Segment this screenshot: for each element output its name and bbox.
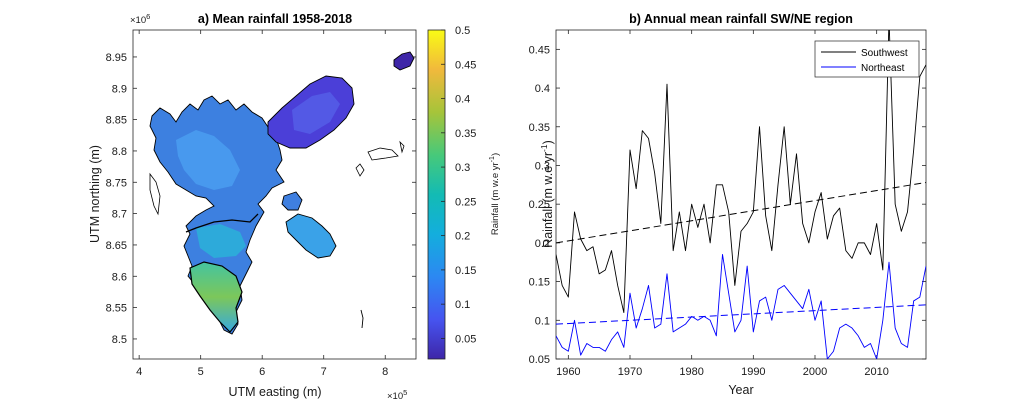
spitsbergen-interior-patch bbox=[176, 130, 240, 190]
map-x-tick-label: 4 bbox=[136, 366, 142, 378]
map-y-label: UTM northing (m) bbox=[88, 145, 102, 243]
legend-label-southwest: Southwest bbox=[861, 48, 908, 59]
line-y-tick-label: 0.35 bbox=[529, 122, 550, 134]
hopen-outline bbox=[360, 309, 364, 329]
northeast-region-boundary bbox=[185, 213, 259, 233]
map-y-tick-label: 8.7 bbox=[112, 209, 127, 221]
kong-karls-land-outline bbox=[399, 140, 405, 154]
colorbar-label: Rainfall (m w.e yr-1) bbox=[489, 153, 501, 235]
line-axes-box bbox=[555, 29, 927, 360]
line-y-tick-label: 0.05 bbox=[529, 354, 550, 366]
line-x-tick-label: 1970 bbox=[618, 366, 642, 378]
colorbar-tick-label: 0.15 bbox=[455, 265, 476, 277]
kvitoya-rainfall bbox=[393, 51, 415, 71]
line-y-label: Rainfall (m w.e yr-1) bbox=[539, 140, 555, 248]
colorbar bbox=[427, 29, 446, 360]
map-x-tick-label: 5 bbox=[198, 366, 204, 378]
colorbar-tick-label: 0.1 bbox=[455, 299, 470, 311]
map-ticks: 4 5 6 7 8 8.5 8.55 8.6 8.65 8.7 8.75 8.8 8.85 8.9 8.95 bbox=[106, 30, 416, 378]
nordaustlandet-interior-patch bbox=[292, 92, 340, 134]
trendline-northeast bbox=[556, 304, 926, 325]
line-x-tick-label: 1980 bbox=[679, 366, 703, 378]
southwest-high-rainfall bbox=[189, 261, 243, 333]
barentsoya-rainfall bbox=[281, 191, 303, 211]
map-panel: 4 5 6 7 8 8.5 8.55 8.6 8.65 8.7 8.75 8.8 8.85 8.9 8.95… bbox=[88, 12, 501, 402]
map-y-tick-label: 8.55 bbox=[106, 303, 127, 315]
line-y-tick-label: 0.4 bbox=[535, 83, 550, 95]
line-x-label: Year bbox=[728, 383, 753, 397]
map-x-tick-label: 8 bbox=[382, 366, 388, 378]
colorbar-tick-label: 0.45 bbox=[455, 59, 476, 71]
edgeoya-rainfall bbox=[285, 213, 337, 259]
series-line-southwest bbox=[556, 30, 926, 313]
line-x-tick-label: 2010 bbox=[864, 366, 888, 378]
map-y-tick-label: 8.5 bbox=[112, 334, 127, 346]
line-x-tick-label: 1990 bbox=[741, 366, 765, 378]
map-y-tick-label: 8.9 bbox=[112, 83, 127, 95]
line-panel: 1960 1970 1980 1990 2000 2010 0.05 0.1 0.15 0.2 0.… bbox=[529, 12, 927, 397]
legend-box bbox=[814, 40, 920, 78]
legend: Southwest Northeast bbox=[814, 40, 920, 78]
map-y-tick-label: 8.6 bbox=[112, 271, 127, 283]
line-ticks: 1960 1970 1980 1990 2000 2010 0.05 0.1 0.15 0.2 0.… bbox=[529, 30, 926, 378]
line-y-tick-label: 0.1 bbox=[535, 315, 550, 327]
map-rainfall-field bbox=[149, 51, 415, 335]
line-y-tick-label: 0.15 bbox=[529, 277, 550, 289]
map-y-exponent: ×106 bbox=[130, 12, 150, 26]
map-y-tick-label: 8.65 bbox=[106, 240, 127, 252]
colorbar-tick-label: 0.05 bbox=[455, 333, 476, 345]
map-x-exponent: ×105 bbox=[387, 388, 407, 402]
colorbar-tick-label: 0.5 bbox=[455, 25, 470, 37]
line-title: b) Annual mean rainfall SW/NE region bbox=[629, 12, 853, 26]
map-y-tick-label: 8.95 bbox=[106, 52, 127, 64]
line-y-tick-label: 0.3 bbox=[535, 160, 550, 172]
colorbar-tick-label: 0.35 bbox=[455, 128, 476, 140]
map-y-tick-label: 8.75 bbox=[106, 177, 127, 189]
map-x-tick-label: 7 bbox=[321, 366, 327, 378]
line-y-tick-label: 0.45 bbox=[529, 44, 550, 56]
kong-karls-land-outline bbox=[367, 147, 399, 161]
colorbar-ticks: 0.05 0.1 0.15 0.2 0.25 0.3 0.35 0.4 0.45 0.5 bbox=[441, 25, 476, 345]
trendlines bbox=[556, 182, 926, 325]
colorbar-tick-label: 0.4 bbox=[455, 94, 470, 106]
colorbar-tick-label: 0.2 bbox=[455, 231, 470, 243]
map-title: a) Mean rainfall 1958-2018 bbox=[198, 12, 352, 26]
line-x-tick-label: 2000 bbox=[803, 366, 827, 378]
series-lines bbox=[556, 30, 926, 359]
map-y-tick-label: 8.8 bbox=[112, 146, 127, 158]
small-island-outline bbox=[355, 163, 365, 177]
colorbar-tick-label: 0.3 bbox=[455, 162, 470, 174]
line-y-tick-label: 0.25 bbox=[529, 199, 550, 211]
legend-label-northeast: Northeast bbox=[861, 63, 905, 74]
map-axes-box bbox=[132, 29, 417, 360]
line-x-tick-label: 1960 bbox=[556, 366, 580, 378]
colorbar-tick-label: 0.25 bbox=[455, 196, 476, 208]
prins-karls-forland-outline bbox=[149, 172, 161, 216]
spitsbergen-interior-patch bbox=[196, 224, 246, 258]
trendline-southwest bbox=[556, 182, 926, 244]
map-x-label: UTM easting (m) bbox=[228, 385, 321, 399]
map-x-tick-label: 6 bbox=[259, 366, 265, 378]
series-line-northeast bbox=[556, 254, 926, 359]
map-y-tick-label: 8.85 bbox=[106, 115, 127, 127]
line-y-tick-label: 0.2 bbox=[535, 238, 550, 250]
